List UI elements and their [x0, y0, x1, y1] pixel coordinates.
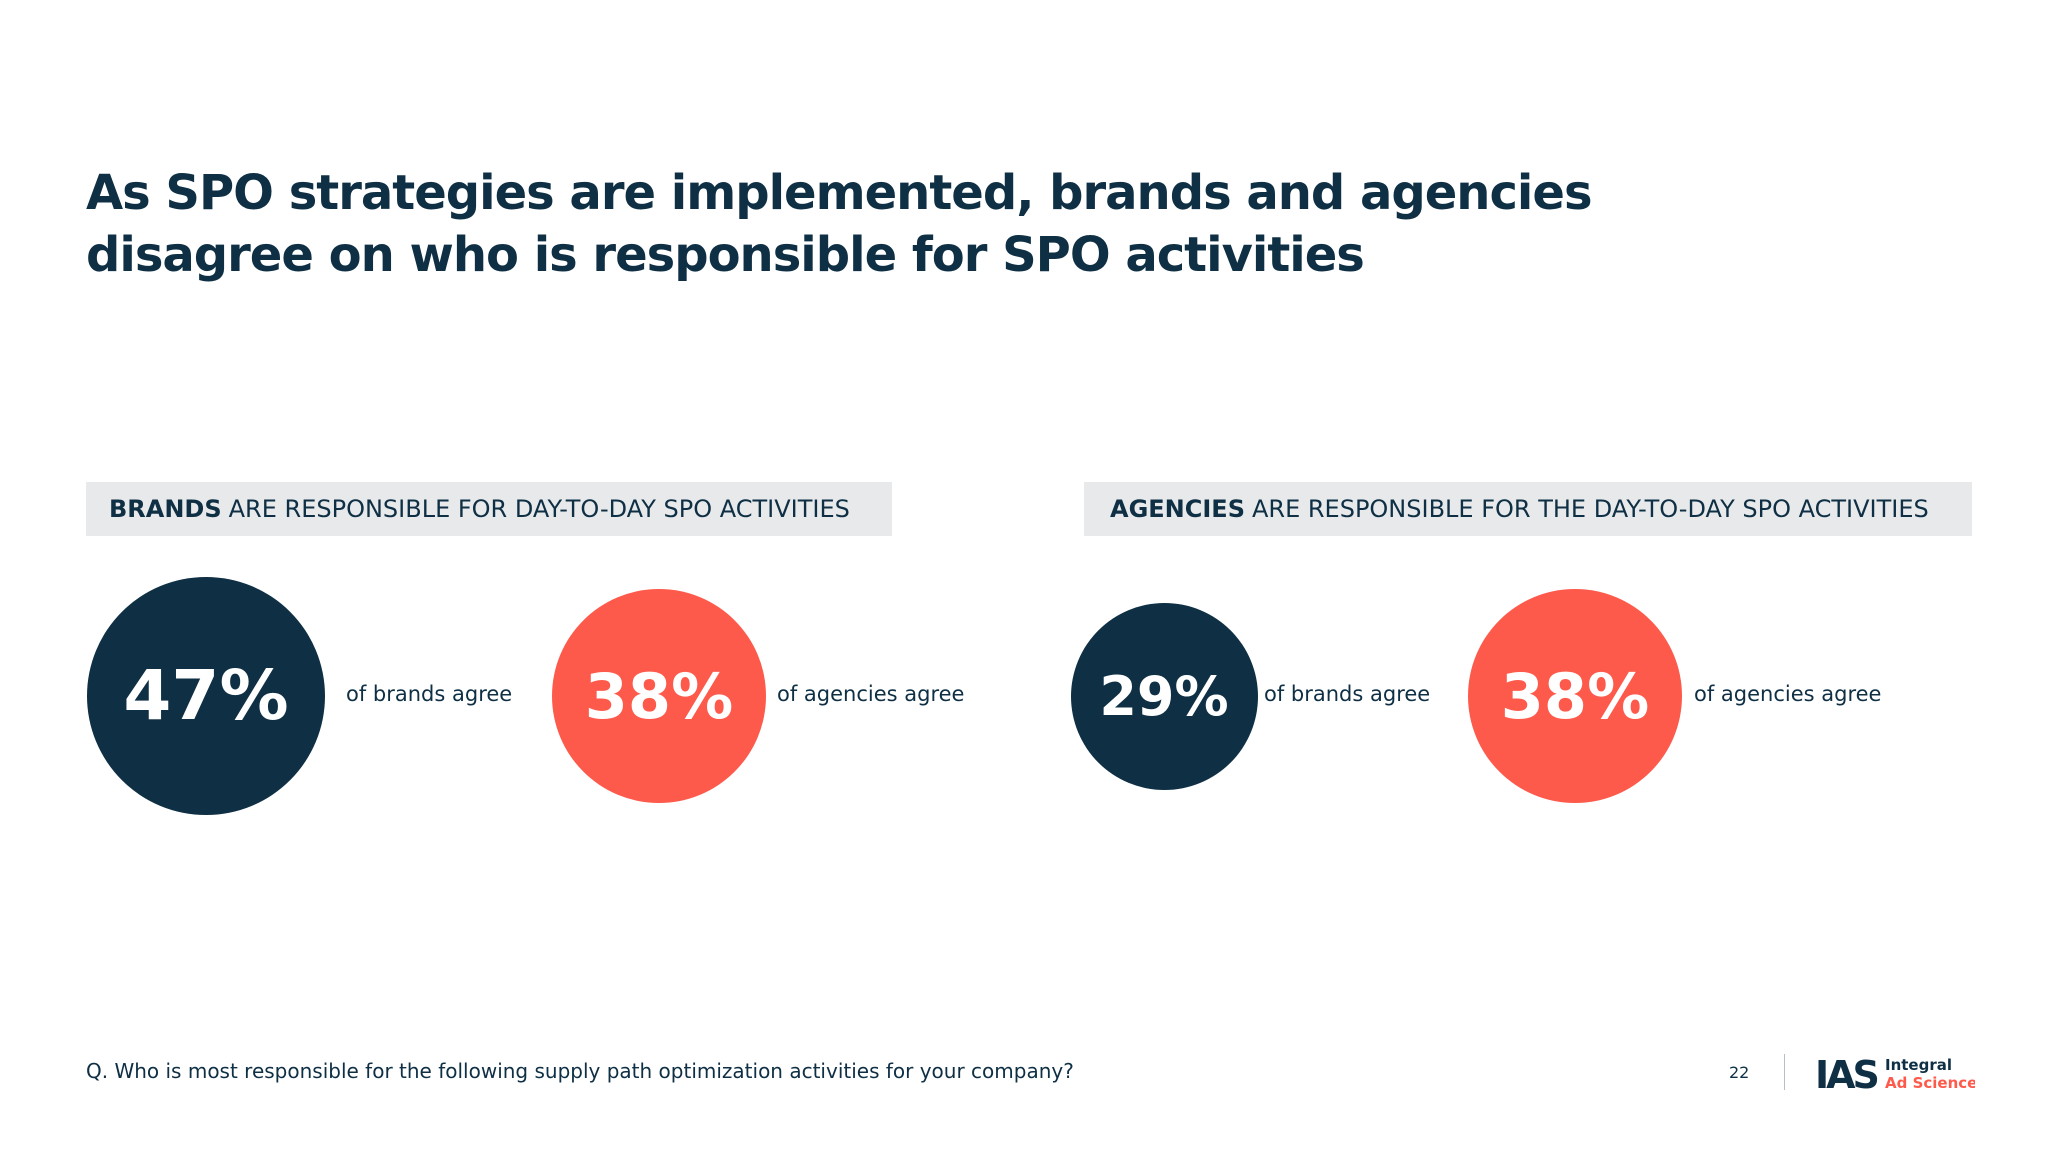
- brands-section-brands-caption: of brands agree: [346, 682, 513, 706]
- brands-section-banner: BRANDS ARE RESPONSIBLE FOR DAY-TO-DAY SP…: [86, 482, 892, 536]
- agencies-banner-bold: AGENCIES: [1110, 495, 1245, 523]
- footer-divider: [1784, 1054, 1785, 1090]
- title-line-1: As SPO strategies are implemented, brand…: [86, 165, 1593, 221]
- agencies-section-agencies-value: 38%: [1500, 659, 1650, 733]
- logo-line-2: Ad Science: [1885, 1074, 1975, 1092]
- page-number: 22: [1729, 1063, 1750, 1082]
- brands-banner-text: ARE RESPONSIBLE FOR DAY-TO-DAY SPO ACTIV…: [228, 495, 850, 523]
- agencies-section-brands-value: 29%: [1099, 664, 1229, 728]
- brands-section-brands-value: 47%: [123, 656, 289, 736]
- brands-section-agencies-value: 38%: [584, 659, 734, 733]
- logo-mark: IAS: [1815, 1053, 1878, 1096]
- brands-section-agencies-caption: of agencies agree: [777, 682, 965, 706]
- brands-section-agencies-bubble: 38%: [552, 589, 766, 803]
- page-title: As SPO strategies are implemented, brand…: [86, 162, 1786, 286]
- agencies-banner-text: ARE RESPONSIBLE FOR THE DAY-TO-DAY SPO A…: [1251, 495, 1929, 523]
- brands-banner-bold: BRANDS: [109, 495, 222, 523]
- agencies-section-agencies-bubble: 38%: [1468, 589, 1682, 803]
- survey-question: Q. Who is most responsible for the follo…: [86, 1059, 1074, 1083]
- agencies-section-brands-caption: of brands agree: [1264, 682, 1431, 706]
- agencies-section-banner: AGENCIES ARE RESPONSIBLE FOR THE DAY-TO-…: [1084, 482, 1972, 536]
- title-line-2: disagree on who is responsible for SPO a…: [86, 227, 1365, 283]
- agencies-section-brands-bubble: 29%: [1070, 602, 1258, 790]
- ias-logo: IAS Integral Ad Science: [1815, 1053, 1975, 1096]
- brands-section-brands-bubble: 47%: [87, 577, 325, 815]
- logo-line-1: Integral: [1885, 1056, 1952, 1074]
- agencies-section-agencies-caption: of agencies agree: [1694, 682, 1882, 706]
